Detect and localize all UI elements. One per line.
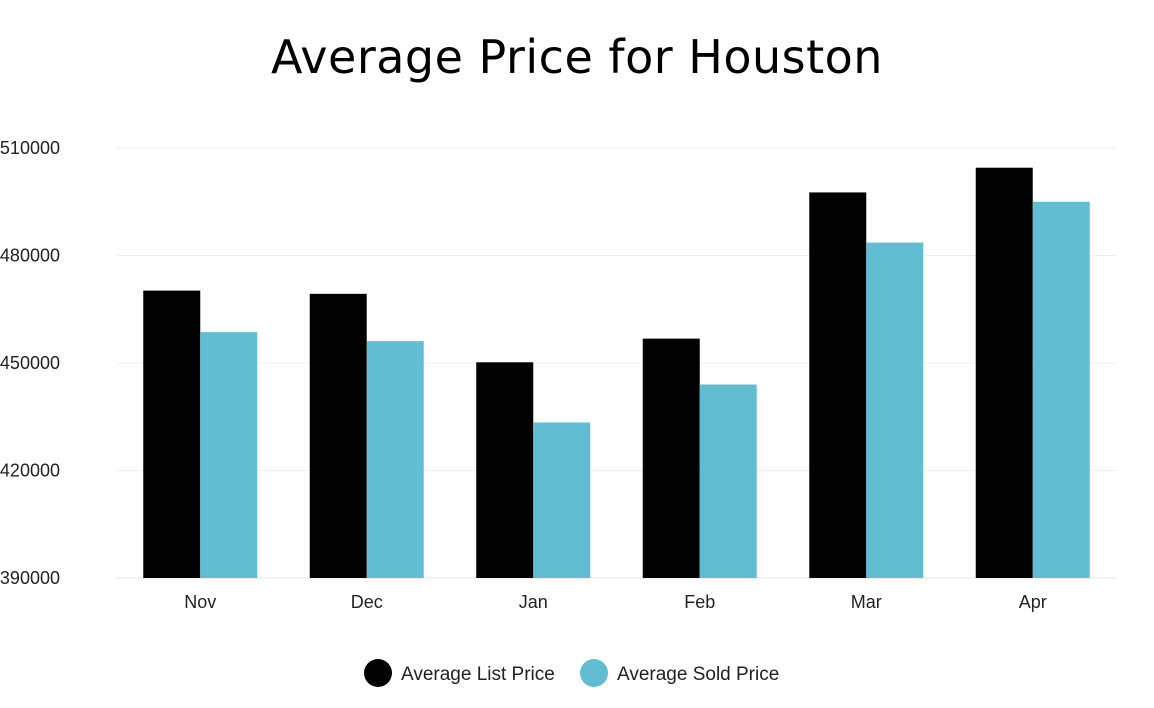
bar-list-mar (809, 192, 867, 578)
bar-list-nov (143, 290, 201, 578)
bar-list-jan (476, 362, 534, 578)
x-tick-label: Mar (851, 592, 882, 612)
x-tick-label: Jan (519, 592, 548, 612)
grid-lines (117, 147, 1116, 579)
x-tick-label: Apr (1019, 592, 1047, 612)
legend-label: Average List Price (401, 664, 555, 685)
bar-sold-apr (1032, 201, 1090, 578)
x-axis-ticks: Nov Dec Jan Feb Mar Apr (184, 592, 1047, 612)
bar-sold-dec (366, 341, 424, 578)
bar-list-feb (642, 338, 700, 578)
bars (143, 167, 1090, 579)
bar-list-apr (975, 167, 1033, 579)
bar-sold-nov (200, 332, 258, 578)
legend-marker (580, 659, 608, 687)
legend: Average List Price Average Sold Price (364, 659, 779, 687)
legend-marker (364, 659, 392, 687)
y-tick-label: 510000 (0, 138, 60, 158)
y-tick-label: 420000 (0, 461, 60, 481)
y-tick-label: 390000 (0, 568, 60, 588)
x-tick-label: Nov (184, 592, 216, 612)
x-tick-label: Feb (684, 592, 715, 612)
legend-label: Average Sold Price (617, 664, 779, 685)
y-axis-ticks: 390000 420000 450000 480000 510000 (0, 138, 60, 588)
bar-sold-feb (699, 384, 757, 578)
chart-title: Average Price for Houston (271, 30, 883, 84)
y-tick-label: 480000 (0, 246, 60, 266)
bar-list-dec (309, 293, 367, 578)
bar-sold-jan (533, 422, 591, 578)
y-tick-label: 450000 (0, 353, 60, 373)
x-tick-label: Dec (351, 592, 383, 612)
bar-sold-mar (866, 242, 924, 578)
